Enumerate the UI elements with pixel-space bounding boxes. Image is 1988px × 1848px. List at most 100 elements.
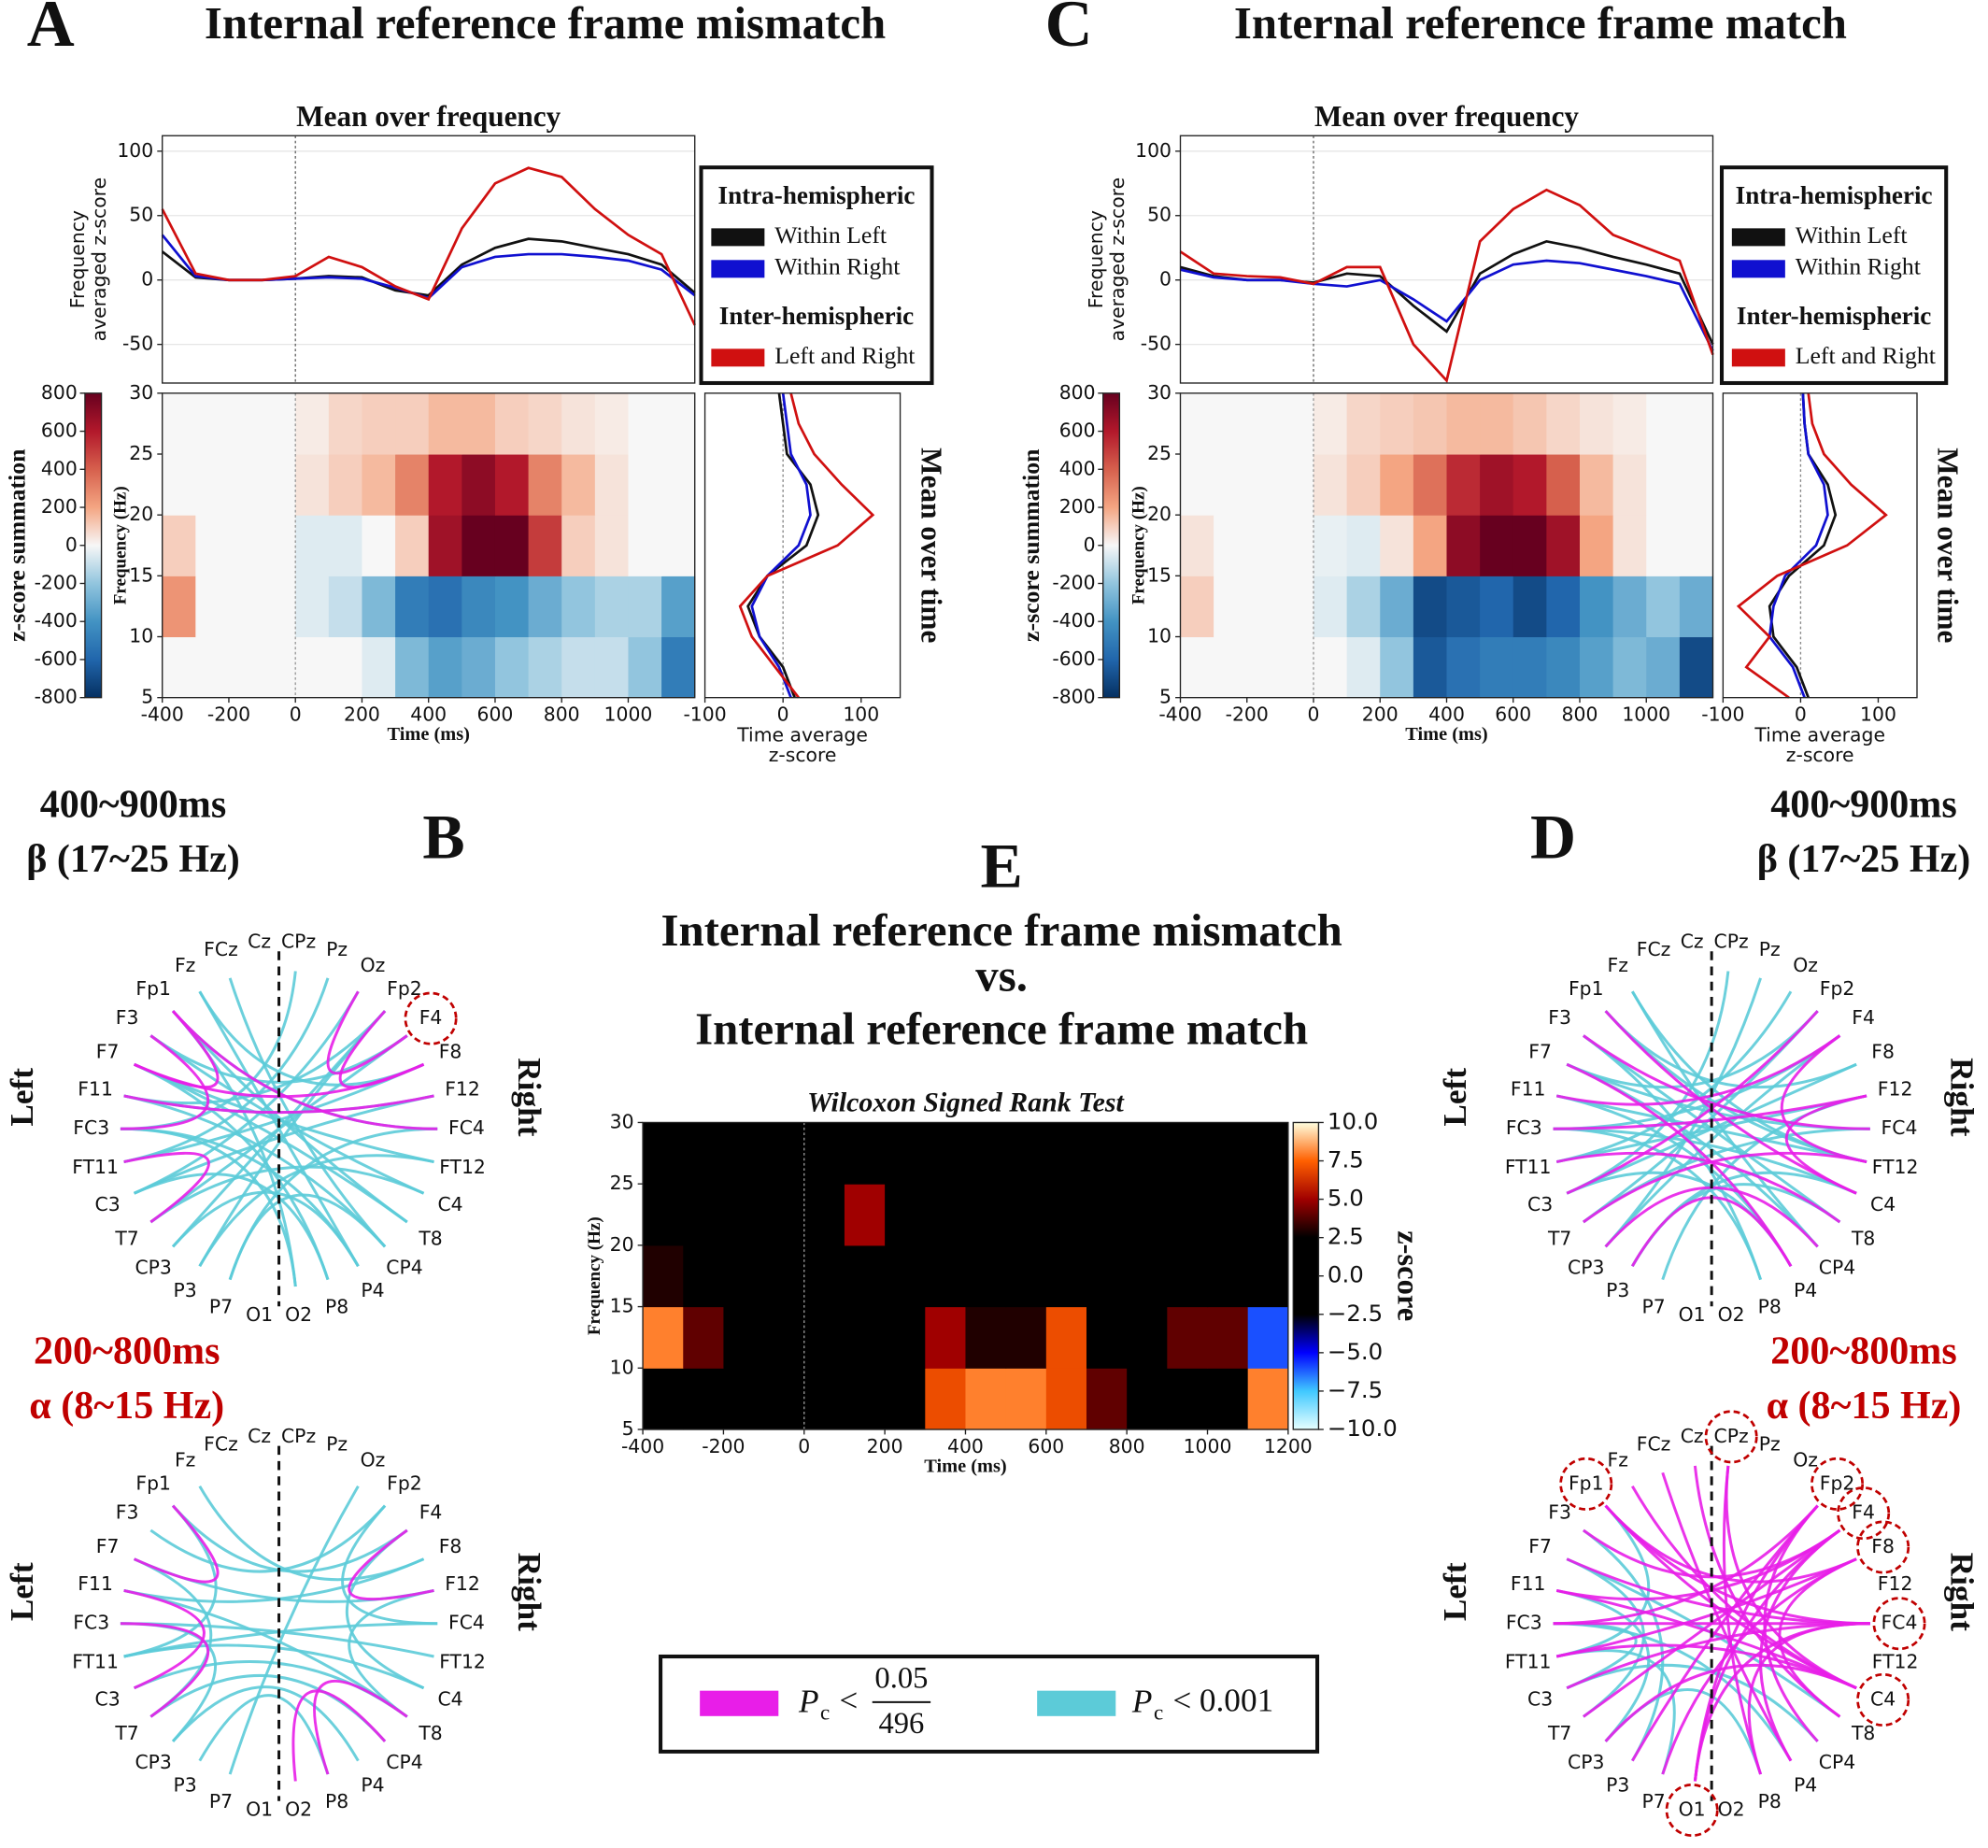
condition-window: 400~900ms	[1770, 783, 1956, 826]
electrode-label: CP4	[1819, 1751, 1855, 1773]
connection	[348, 1528, 434, 1601]
legend-text: c	[820, 1700, 830, 1725]
panel-letter: D	[1530, 802, 1576, 872]
highlight-circle	[1856, 1520, 1910, 1574]
electrode-label: Fz	[1608, 954, 1628, 976]
heatmap-cell	[885, 1122, 926, 1185]
heatmap-cell	[803, 1368, 845, 1430]
electrode-label: Oz	[361, 1449, 386, 1471]
heatmap-cell	[1127, 1306, 1168, 1369]
electrode-label: F11	[1511, 1572, 1546, 1595]
heatmap-cell	[844, 1368, 886, 1430]
heatmap-cell	[1180, 515, 1214, 576]
heatmap-cell	[1679, 392, 1714, 455]
legend-text: P	[1131, 1684, 1153, 1720]
connection	[1553, 1622, 1793, 1762]
series-line	[750, 392, 812, 699]
heatmap-cell	[723, 1368, 765, 1430]
electrode-label: P7	[1641, 1295, 1665, 1317]
heatmap-cell	[1612, 576, 1647, 638]
colorbar-tick-label: 0	[65, 533, 78, 556]
x-tick-label: -100	[683, 704, 726, 726]
heatmap-cell	[295, 576, 330, 638]
heatmap-cell	[1546, 454, 1581, 516]
heatmap-cell	[1127, 1368, 1168, 1430]
heatmap-cell	[1546, 515, 1581, 576]
heatmap-cell	[1280, 392, 1314, 455]
y-tick-label: 15	[1147, 563, 1172, 586]
connection	[123, 1010, 387, 1105]
connection	[1555, 1504, 1651, 1658]
heatmap-cell	[723, 1244, 765, 1308]
heatmap-cell	[462, 515, 496, 576]
heatmap-cell	[195, 515, 230, 576]
y-tick-label: 0	[141, 268, 153, 291]
x-tick-label: -200	[207, 704, 250, 726]
electrode-label: FT12	[439, 1650, 486, 1672]
heatmap-cell	[1247, 1244, 1289, 1308]
electrode-label: Fp2	[1820, 977, 1855, 1000]
connection	[326, 990, 408, 1075]
connection	[1784, 1094, 1867, 1195]
colorbar-tick-label: −10.0	[1328, 1414, 1398, 1442]
heatmap-cell	[643, 1368, 684, 1430]
heatmap-cell	[661, 392, 696, 455]
heatmap-cell	[803, 1306, 845, 1369]
heatmap-cell	[1646, 515, 1681, 576]
colorbar-tick-label: 10.0	[1328, 1107, 1378, 1134]
electrode-label: O2	[1718, 1798, 1745, 1821]
electrode-label: F8	[439, 1041, 462, 1063]
heatmap-cell	[661, 576, 696, 638]
y-tick-label: 30	[1147, 381, 1172, 404]
electrode-label: Pz	[326, 1433, 348, 1456]
y-tick-label: -50	[122, 333, 153, 355]
electrode-label: Fz	[175, 954, 195, 976]
highlight-circle	[1810, 1457, 1865, 1511]
heatmap-cell	[1280, 454, 1314, 516]
electrode-label: Cz	[248, 930, 271, 952]
heatmap-cell	[925, 1306, 967, 1369]
connection	[1604, 1034, 1841, 1248]
x-tick-label: 400	[410, 704, 447, 726]
x-tick-label: -100	[1701, 704, 1744, 726]
heatmap-cell	[328, 454, 363, 516]
electrode-label: O1	[1679, 1303, 1706, 1326]
heatmap-cell	[1679, 515, 1714, 576]
connection	[133, 1504, 220, 1584]
heatmap-cell	[643, 1244, 684, 1308]
heatmap-cell	[965, 1122, 1007, 1185]
x-tick-label: 400	[1428, 704, 1465, 726]
connection	[120, 1622, 210, 1718]
side-label: Right	[1944, 1553, 1981, 1632]
heatmap-cell	[1446, 454, 1481, 516]
heatmap-cell	[1413, 454, 1448, 516]
heatmap-cell	[1346, 636, 1381, 699]
electrode-label: F12	[445, 1572, 480, 1595]
heatmap-cell	[528, 515, 562, 576]
legend-label: Left and Right	[1796, 342, 1936, 369]
electrode-label: FT12	[1872, 1650, 1919, 1672]
series-line	[161, 166, 696, 326]
series-line	[1768, 392, 1829, 699]
connection	[198, 990, 360, 1267]
legend-heading: Intra-hemispheric	[718, 181, 916, 209]
colorbar-tick-label: 200	[1059, 495, 1096, 518]
side-label: Left	[1437, 1068, 1473, 1127]
electrode-label: Fp1	[1569, 1471, 1604, 1494]
y-axis-label: Frequency	[66, 210, 89, 308]
electrode-label: P8	[1758, 1790, 1782, 1812]
electrode-label: T8	[1851, 1722, 1875, 1744]
connection	[1631, 1486, 1857, 1690]
electrode-label: P8	[325, 1295, 348, 1317]
x-tick-label: 100	[843, 704, 879, 726]
heatmap-cell	[1580, 454, 1614, 516]
x-tick-label: -200	[702, 1435, 745, 1457]
legend-swatch	[711, 348, 765, 367]
y-tick-label: 25	[129, 442, 153, 464]
colorbar-tick-label: -600	[35, 647, 78, 670]
heatmap-cell	[1480, 576, 1514, 638]
connection	[1555, 1557, 1857, 1658]
connection	[123, 1588, 408, 1718]
electrode-label: C4	[437, 1193, 462, 1215]
chart-title: Mean over time	[915, 448, 947, 643]
